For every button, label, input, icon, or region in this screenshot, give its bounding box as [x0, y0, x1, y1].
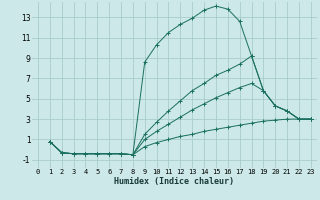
X-axis label: Humidex (Indice chaleur): Humidex (Indice chaleur) — [115, 177, 234, 186]
